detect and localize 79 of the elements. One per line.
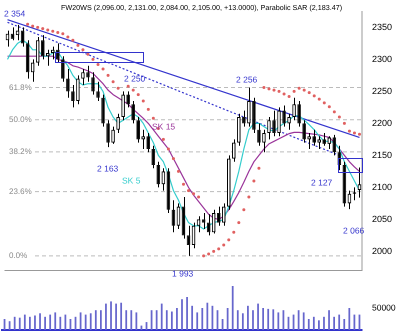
candlestick xyxy=(30,58,34,82)
candlestick xyxy=(307,132,311,150)
candlestick xyxy=(66,68,70,98)
candlestick xyxy=(232,138,236,162)
candlestick xyxy=(96,81,100,102)
y-tick-label: 2150 xyxy=(372,150,392,160)
y-tick-label: 2300 xyxy=(372,54,392,64)
candlestick xyxy=(277,106,281,137)
candlestick xyxy=(142,129,146,150)
candlestick xyxy=(322,132,326,146)
candlestick xyxy=(247,87,251,128)
y-tick-label: 2050 xyxy=(372,214,392,224)
candlestick xyxy=(40,34,44,60)
candlestick xyxy=(86,65,90,82)
candlestick xyxy=(292,97,296,121)
candlestick xyxy=(176,202,180,230)
ref-line-label: 38.2% xyxy=(9,147,32,156)
candlestick xyxy=(332,134,336,156)
text: SK 5 xyxy=(122,175,141,186)
candlestick xyxy=(192,222,196,249)
annotation: 2 354 xyxy=(4,8,26,18)
candlestick xyxy=(106,120,110,148)
candlestick xyxy=(272,110,276,137)
candlestick xyxy=(302,120,306,144)
ref-line-label: 0.0% xyxy=(9,251,28,260)
candlestick xyxy=(121,90,125,121)
candlestick xyxy=(206,214,210,236)
candlestick xyxy=(101,94,105,128)
candlestick xyxy=(358,167,362,198)
annotation: 2 127 xyxy=(311,177,333,188)
candlestick xyxy=(297,100,301,128)
candlestick xyxy=(196,216,200,233)
text: 50000 xyxy=(372,302,396,312)
candlestick xyxy=(20,26,24,48)
candlestick xyxy=(71,84,75,108)
y-tick-label: 2200 xyxy=(372,118,392,128)
candlestick xyxy=(131,100,135,124)
candlestick xyxy=(262,129,266,153)
candlestick xyxy=(328,136,332,150)
ref-line-label: 23.6% xyxy=(9,186,32,196)
candlestick xyxy=(10,26,14,41)
candlestick xyxy=(76,74,80,105)
candlestick xyxy=(111,126,115,144)
candlestick xyxy=(348,190,352,210)
candlestick xyxy=(212,209,216,234)
candlestick xyxy=(312,129,316,146)
candlestick xyxy=(287,113,291,130)
candlestick xyxy=(172,200,176,233)
candlestick xyxy=(91,72,95,96)
annotation: 2 163 xyxy=(97,163,119,174)
candlestick xyxy=(61,56,65,82)
candlestick xyxy=(186,225,190,256)
annotation: 2 256 xyxy=(236,74,258,84)
candlestick xyxy=(81,68,85,86)
candlestick xyxy=(146,132,150,153)
annotation: 2 066 xyxy=(343,225,365,236)
candlestick xyxy=(116,113,120,134)
candlestick xyxy=(156,161,160,188)
series-label: SK 15 xyxy=(152,121,176,132)
candlestick xyxy=(136,116,140,144)
candlestick xyxy=(267,116,271,140)
candlestick xyxy=(126,90,130,108)
ref-line-label: 50.0% xyxy=(9,114,32,124)
annotation: 1 993 xyxy=(172,268,194,278)
annotation: 2 250 xyxy=(124,73,146,84)
candlestick xyxy=(242,110,246,128)
candlestick xyxy=(282,104,286,128)
candlestick xyxy=(257,122,261,146)
candlestick xyxy=(16,24,20,41)
y-tick-label: 2350 xyxy=(372,22,392,32)
candlestick xyxy=(162,168,166,192)
candlestick xyxy=(152,145,156,169)
ref-line-label: 61.8% xyxy=(9,82,32,92)
y-tick-label: 2100 xyxy=(372,182,392,192)
candlestick xyxy=(222,202,226,226)
y-tick-label: 2000 xyxy=(372,246,392,256)
candlestick xyxy=(36,36,40,66)
candlestick xyxy=(216,206,220,226)
y-tick-label: 2250 xyxy=(372,86,392,96)
